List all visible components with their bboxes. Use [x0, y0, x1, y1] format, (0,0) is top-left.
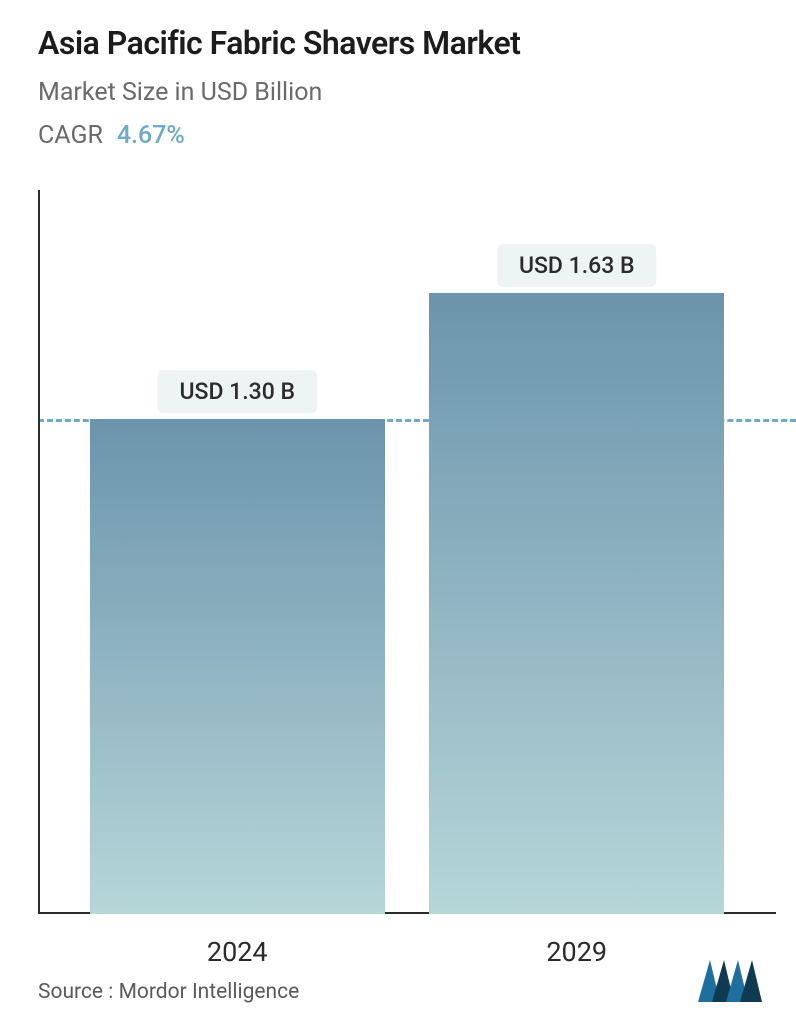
source-text: Source : Mordor Intelligence	[38, 980, 299, 1004]
footer: Source : Mordor Intelligence	[38, 956, 766, 1004]
cagr-row: CAGR 4.67%	[38, 121, 520, 150]
value-badge: USD 1.63 B	[497, 244, 657, 287]
value-badge: USD 1.30 B	[157, 370, 317, 413]
chart-area: USD 1.30 B2024USD 1.63 B2029	[38, 190, 776, 914]
brand-logo-icon	[696, 956, 766, 1004]
bar	[429, 293, 724, 914]
y-axis	[38, 190, 40, 914]
header: Asia Pacific Fabric Shavers Market Marke…	[38, 24, 520, 150]
cagr-value: 4.67%	[117, 121, 185, 150]
cagr-label: CAGR	[38, 121, 103, 150]
chart-subtitle: Market Size in USD Billion	[38, 78, 520, 107]
bar	[90, 419, 385, 914]
chart-title: Asia Pacific Fabric Shavers Market	[38, 24, 520, 62]
